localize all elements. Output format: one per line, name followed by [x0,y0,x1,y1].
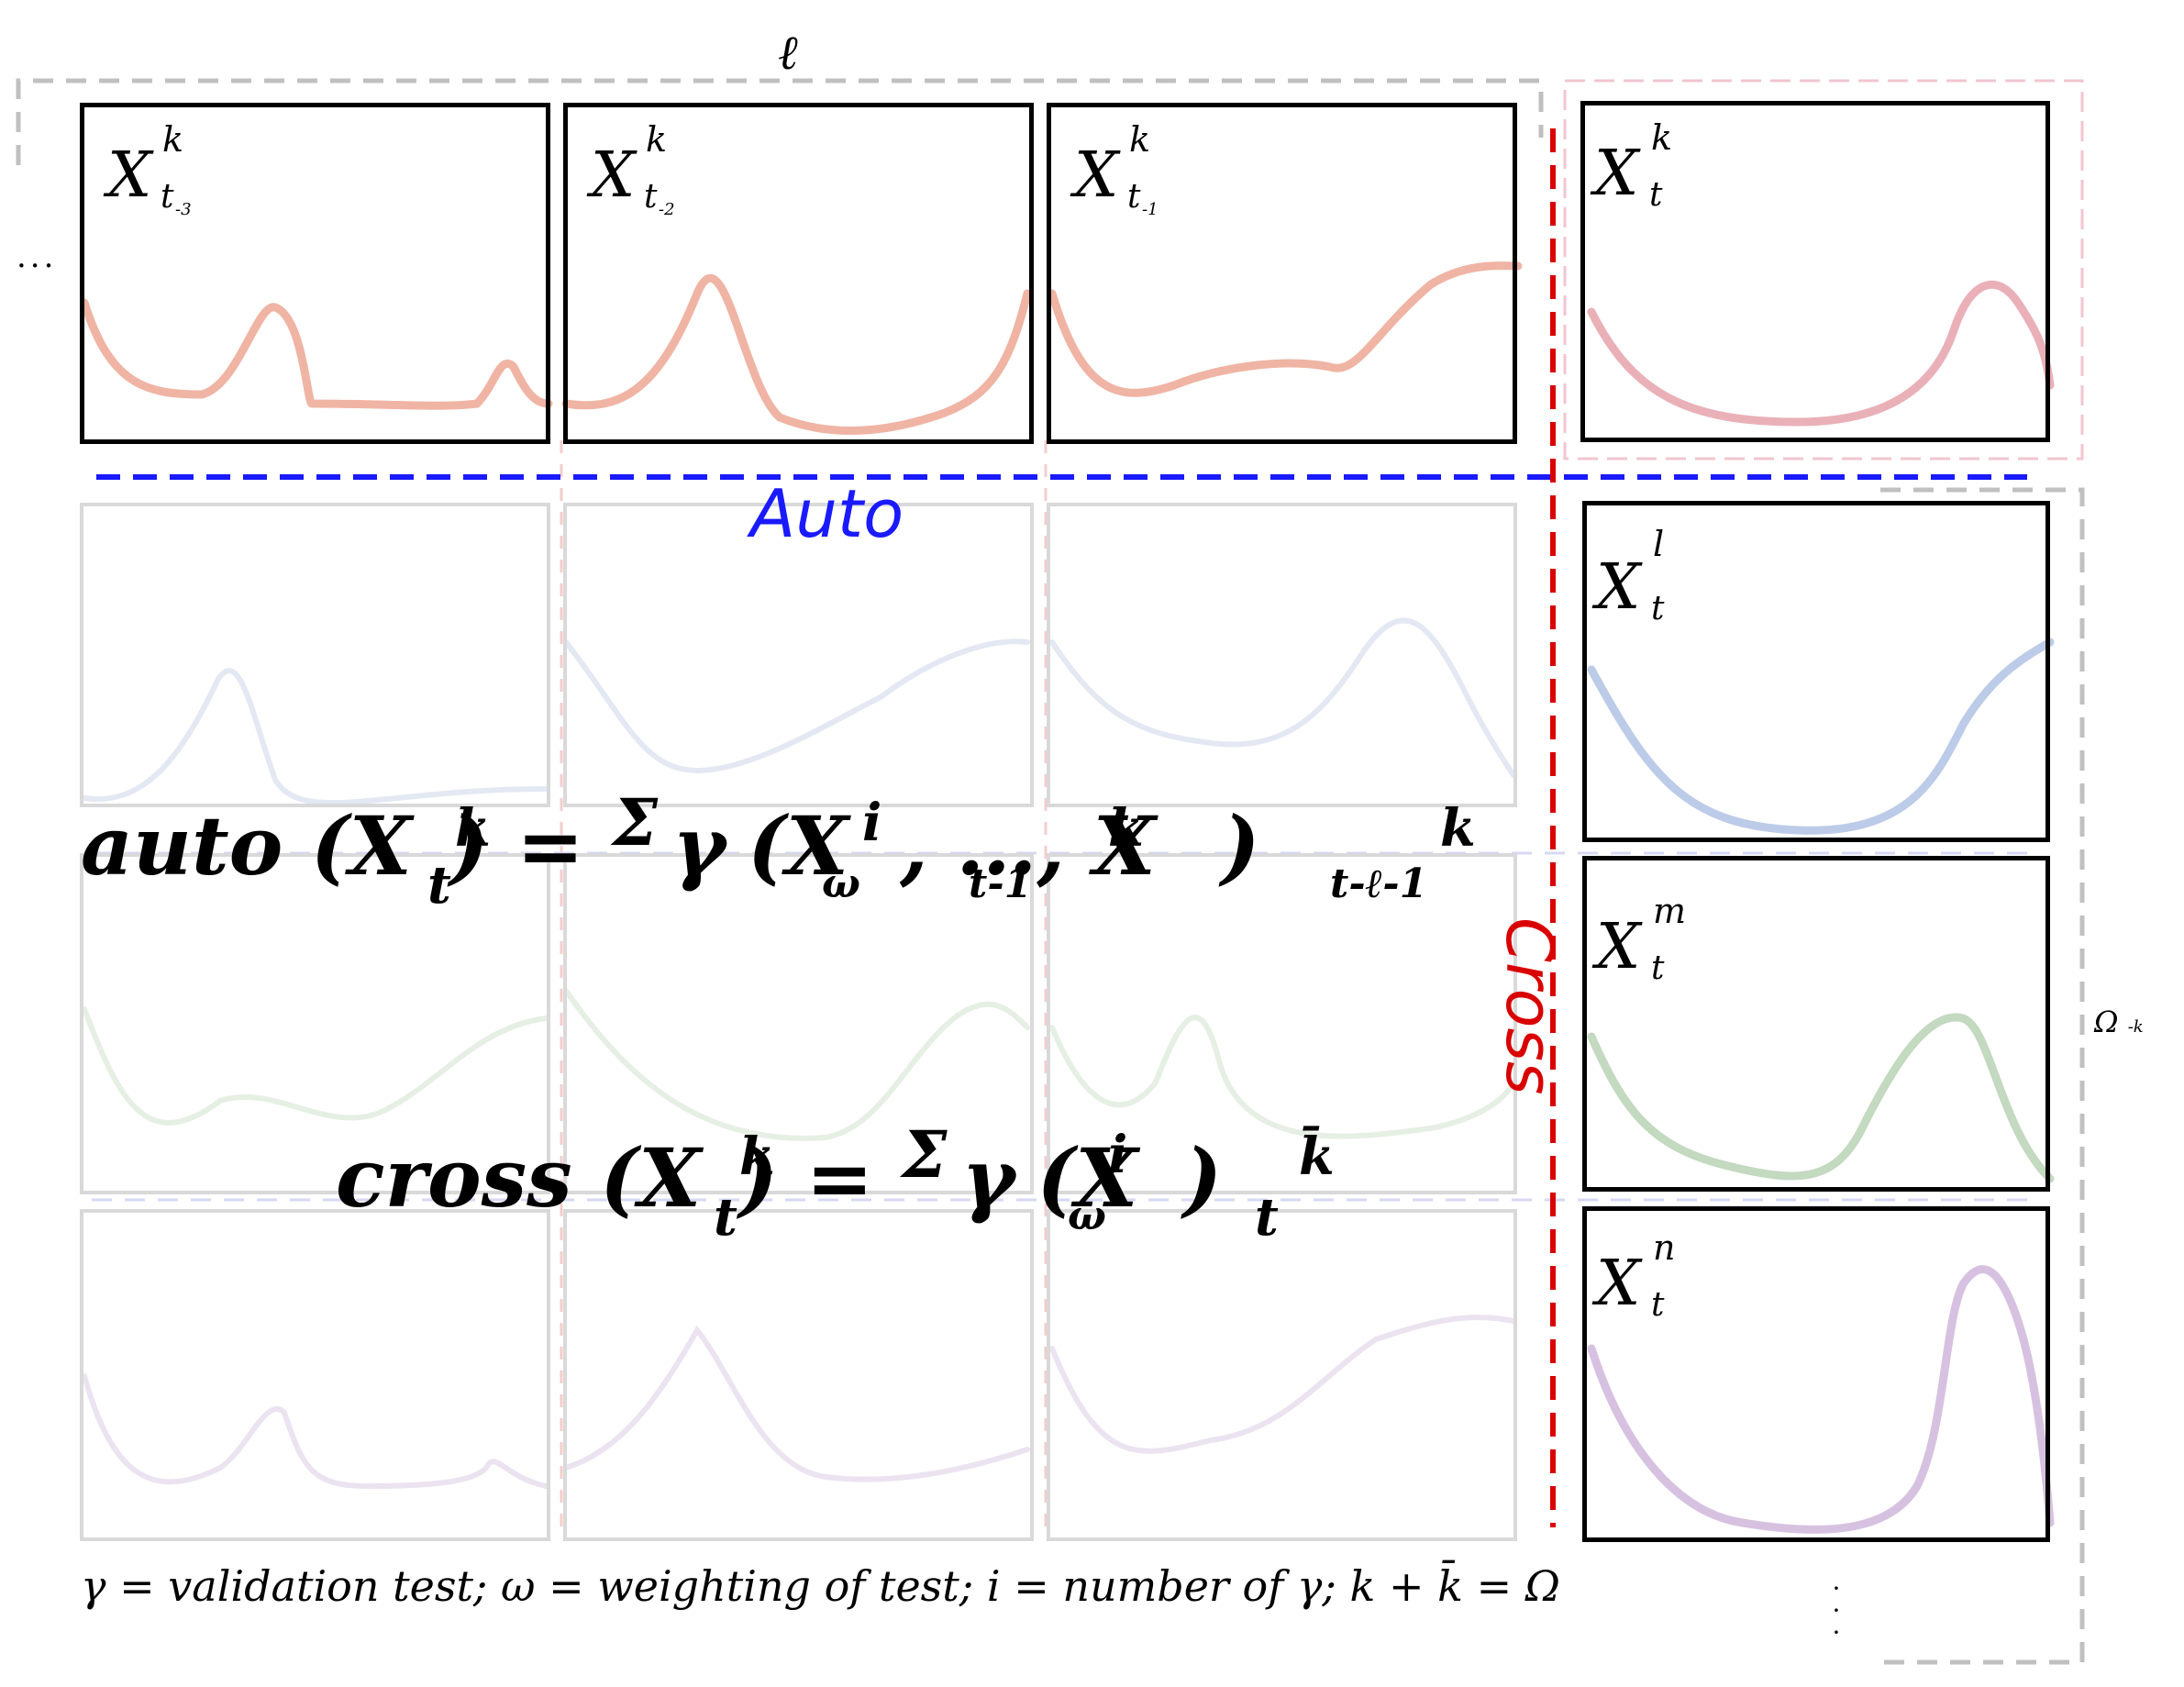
omega-symbol: Ω [2094,1004,2119,1039]
eq-auto-gamma-sup: i [862,793,882,853]
eq-cross-head-sup: k [739,1127,775,1187]
ell-window-bracket [16,78,1544,165]
curve-blue-2 [563,638,1030,774]
eq-cross-a-sub: t [1255,1187,1279,1248]
faded-panel-r1c1 [80,503,550,807]
eq-auto-a-sup: k [1108,798,1144,859]
eq-auto-a-sub: t-1 [969,860,1033,907]
omega-label: Ω -k [2094,1004,2144,1039]
omega-bracket [1880,487,2085,1665]
curve-purple-2 [563,1325,1030,1482]
curve-blue-1 [82,668,549,806]
curve-target [1587,280,2055,427]
eq-cross-head-sub: t [714,1187,737,1248]
curve-green-3 [1049,1015,1516,1139]
panel-x-t-1: X k t -1 [1047,103,1517,444]
ell-label: ℓ [778,26,798,81]
eq-cross-a-sup: k̄ [1299,1127,1335,1187]
omega-subscript: -k [2127,1017,2144,1037]
curve-n [1587,1265,2055,1534]
curve-top-1 [80,298,553,410]
faded-panel-r1c2 [563,503,1034,807]
bottom-vertical-ellipsis: · · · [1832,1573,1841,1648]
panel-label-x-t-2: X k t -2 [591,119,675,219]
curve-blue-3 [1049,617,1516,778]
legend-text: γ = validation test; ω = weighting of te… [81,1561,1560,1611]
eq-auto-gamma-sub: ω [822,860,860,907]
faded-panel-r3c2 [563,1209,1034,1541]
faded-panel-r3c3 [1047,1209,1517,1541]
panel-label-x-l: X l t [1596,524,1665,627]
panel-label-x-t-1: X k t -1 [1074,119,1159,219]
panel-x-t-2: X k t -2 [563,103,1034,444]
faded-panel-r1c3 [1047,503,1517,807]
eq-cross-gamma-sup: i [1108,1125,1128,1185]
panel-label-x-t-3: X k t -3 [107,119,192,219]
auto-label: Auto [750,475,904,552]
curve-purple-3 [1049,1315,1516,1454]
panel-x-l: X l t [1582,501,2050,842]
eq-auto-head-sup: k [455,798,491,859]
panel-x-m: X m t [1582,856,2050,1192]
curve-m [1587,1013,2055,1183]
faded-panel-r3c1 [80,1209,550,1541]
curve-purple-1 [82,1373,549,1490]
panel-x-n: X n t [1582,1206,2050,1542]
left-ellipsis: ··· [17,248,58,284]
panel-x-t-3: X k t -3 [80,103,550,444]
panel-label-x-m: X m t [1596,891,1687,987]
curve-top-2 [561,273,1032,435]
faded-panel-r2c3 [1047,853,1517,1194]
faded-panel-r2c2 [563,853,1034,1194]
top-curves [80,261,1523,435]
curve-top-3 [1048,261,1523,397]
eq-auto-b-sub: t-ℓ-1 [1330,860,1428,907]
panel-x-t-target: X k t [1580,101,2050,442]
panel-label-x-n: X n t [1596,1227,1676,1324]
faded-curves [82,617,1516,1490]
target-highlight-box [1563,79,2084,461]
curve-l [1587,638,2055,835]
faded-panel-r2c1 [80,853,550,1194]
eq-cross-gamma-sub: ω [1068,1193,1106,1239]
eq-auto-head-sub: t [427,855,451,916]
eq-auto-b-sup: k [1440,798,1476,859]
curve-green-2 [563,988,1030,1141]
panel-label-target: X k t [1594,117,1673,214]
curve-green-1 [82,1006,549,1126]
cross-label: Cross [1491,917,1567,1095]
